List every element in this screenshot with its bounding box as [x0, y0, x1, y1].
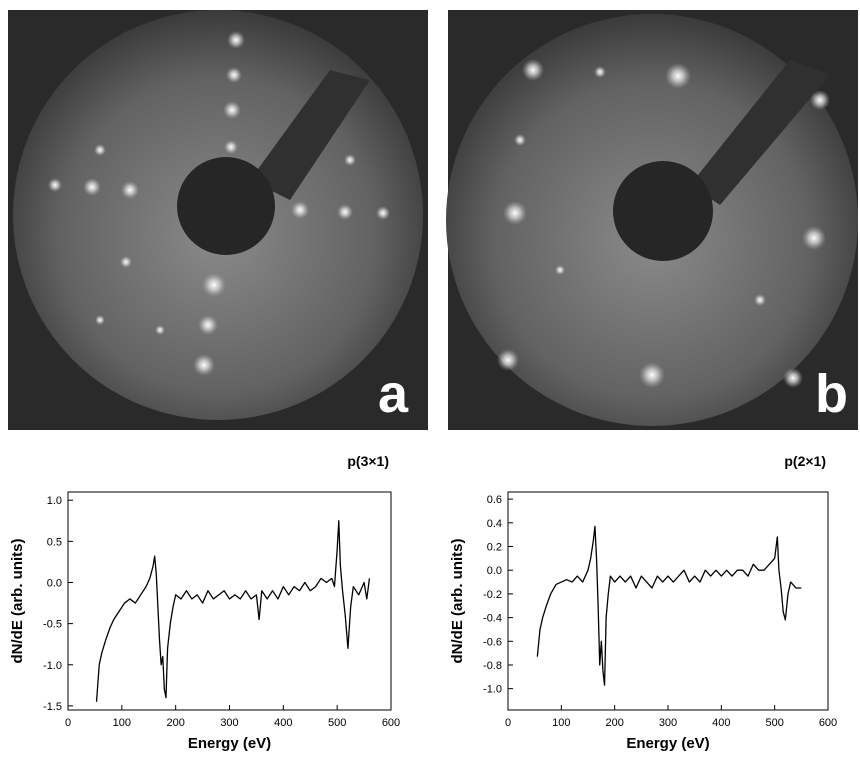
y-tick-label: -1.5 — [43, 701, 62, 713]
x-tick-label: 200 — [605, 717, 623, 729]
y-tick-label: 0.2 — [487, 542, 502, 554]
x-tick-label: 200 — [166, 717, 184, 729]
diffraction-spot — [783, 368, 803, 388]
y-tick-label: -1.0 — [43, 660, 62, 672]
plot-frame — [507, 491, 829, 711]
leed-image-a: a — [8, 10, 428, 430]
diffraction-spot — [594, 66, 606, 78]
diffraction-spot — [665, 63, 691, 89]
diffraction-spot — [497, 349, 519, 371]
panel-label: b — [815, 364, 848, 424]
diffraction-spot — [155, 325, 165, 335]
y-tick-label: 1.0 — [47, 495, 62, 507]
y-tick-label: 0.0 — [47, 577, 62, 589]
chart-title: p(2×1) — [784, 453, 826, 469]
y-tick-label: -0.5 — [43, 619, 62, 631]
diffraction-spot — [639, 362, 665, 388]
diffraction-spot — [94, 144, 106, 156]
y-tick-label: -0.2 — [483, 589, 502, 601]
diffraction-spot — [48, 178, 62, 192]
x-axis-label: Energy (eV) — [626, 735, 709, 752]
x-tick-label: 500 — [765, 717, 783, 729]
spectrum-line — [95, 520, 371, 702]
y-axis-label: dN/dE (arb. units) — [449, 539, 466, 664]
diffraction-spot — [83, 178, 101, 196]
diffraction-spot — [344, 154, 356, 166]
y-tick-label: 0.0 — [487, 565, 502, 577]
diffraction-spot — [121, 181, 139, 199]
x-tick-label: 600 — [382, 717, 400, 729]
diffraction-spot — [202, 273, 226, 297]
y-tick-label: 0.4 — [487, 518, 502, 530]
diffraction-spot — [198, 315, 218, 335]
y-tick-label: 0.5 — [47, 536, 62, 548]
y-tick-label: -0.6 — [483, 636, 502, 648]
diffraction-spot — [223, 101, 241, 119]
diffraction-spot — [291, 201, 309, 219]
diffraction-spot — [120, 256, 132, 268]
x-tick-label: 100 — [113, 717, 131, 729]
x-tick-label: 400 — [274, 717, 292, 729]
x-tick-label: 0 — [505, 717, 511, 729]
diffraction-spot — [226, 67, 242, 83]
y-tick-label: -0.4 — [483, 613, 502, 625]
y-tick-label: -0.8 — [483, 660, 502, 672]
spectrum-line — [536, 525, 802, 686]
diffraction-spot — [193, 354, 215, 376]
x-tick-label: 400 — [712, 717, 730, 729]
y-axis-label: dN/dE (arb. units) — [9, 539, 26, 664]
diffraction-spot — [376, 206, 390, 220]
x-tick-label: 100 — [552, 717, 570, 729]
plot-frame — [67, 491, 392, 711]
diffraction-spot — [503, 201, 527, 225]
diffraction-spot — [802, 226, 826, 250]
x-tick-label: 500 — [328, 717, 346, 729]
y-tick-label: 0.6 — [487, 494, 502, 506]
diffraction-spot — [337, 204, 353, 220]
x-tick-label: 300 — [220, 717, 238, 729]
chart-title: p(3×1) — [347, 453, 389, 469]
x-tick-label: 0 — [65, 717, 71, 729]
diffraction-spot — [227, 31, 245, 49]
x-axis-label: Energy (eV) — [188, 735, 271, 752]
panel-label: a — [378, 364, 409, 424]
diffraction-spot — [754, 294, 766, 306]
diffraction-spot — [95, 315, 105, 325]
diffraction-spot — [810, 90, 830, 110]
x-tick-label: 300 — [659, 717, 677, 729]
x-tick-label: 600 — [819, 717, 837, 729]
diffraction-spot — [522, 59, 544, 81]
diffraction-spot — [555, 265, 565, 275]
leed-image-b: b — [446, 10, 858, 430]
y-tick-label: -1.0 — [483, 684, 502, 696]
diffraction-spot — [514, 134, 526, 146]
diffraction-spot — [224, 140, 238, 154]
